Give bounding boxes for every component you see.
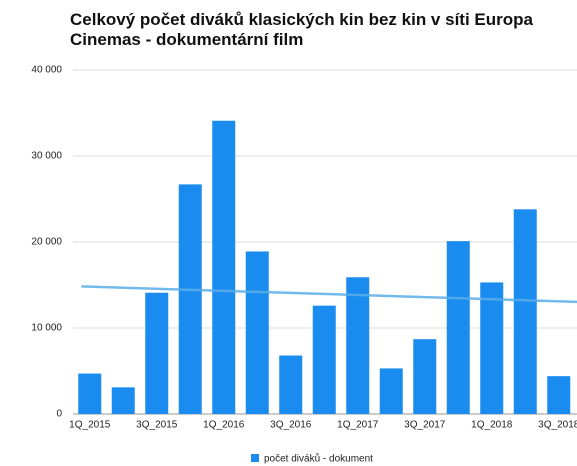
bar bbox=[346, 277, 370, 414]
bar bbox=[145, 292, 169, 414]
y-tick-label: 0 bbox=[56, 409, 62, 420]
x-tick-label: 3Q_2016 bbox=[270, 420, 312, 431]
bar bbox=[78, 373, 102, 414]
bar bbox=[480, 282, 504, 414]
x-tick-label: 1Q_2017 bbox=[337, 420, 379, 431]
bar bbox=[178, 184, 202, 414]
bar bbox=[279, 355, 303, 414]
bar bbox=[513, 209, 537, 414]
x-tick-label: 1Q_2016 bbox=[203, 420, 245, 431]
bar bbox=[111, 387, 135, 414]
bar bbox=[245, 251, 269, 414]
x-tick-label: 1Q_2015 bbox=[69, 420, 111, 431]
y-tick-label: 20 000 bbox=[31, 237, 62, 248]
y-tick-label: 40 000 bbox=[31, 65, 62, 76]
trend-line bbox=[81, 285, 577, 304]
bar bbox=[212, 120, 236, 415]
bar bbox=[446, 241, 470, 414]
chart-title: Celkový počet diváků klasických kin bez … bbox=[70, 10, 533, 49]
y-tick-label: 30 000 bbox=[31, 151, 62, 162]
bar bbox=[413, 339, 437, 414]
x-tick-label: 3Q_2018 bbox=[538, 420, 577, 431]
x-tick-label: 1Q_2018 bbox=[471, 420, 513, 431]
x-tick-label: 3Q_2017 bbox=[404, 420, 446, 431]
bar bbox=[312, 305, 336, 414]
bar bbox=[379, 368, 403, 414]
y-tick-label: 10 000 bbox=[31, 323, 62, 334]
legend-swatch bbox=[251, 454, 259, 462]
legend-label: počet diváků - dokument bbox=[264, 453, 373, 465]
x-tick-label: 3Q_2015 bbox=[136, 420, 178, 431]
bar bbox=[547, 376, 571, 414]
